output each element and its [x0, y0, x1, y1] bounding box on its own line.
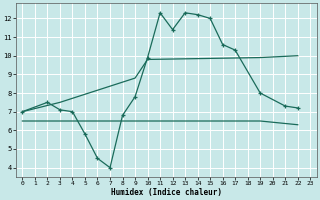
X-axis label: Humidex (Indice chaleur): Humidex (Indice chaleur) — [111, 188, 222, 197]
